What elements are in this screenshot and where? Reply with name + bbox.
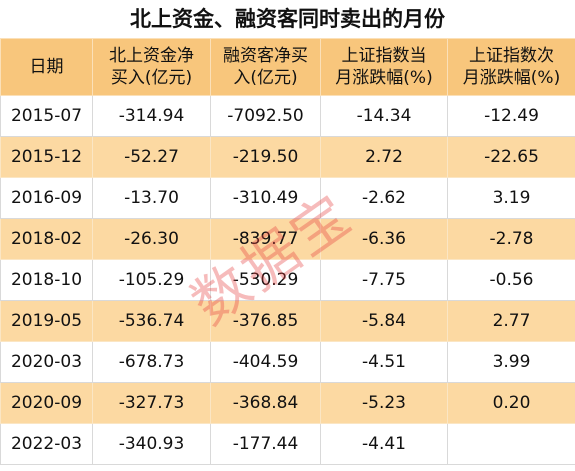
date-cell: 2016-09: [0, 177, 93, 219]
date-cell: 2018-10: [0, 259, 93, 301]
value-cell: -4.51: [320, 341, 448, 383]
header-cell: 上证指数当 月涨跌幅(%): [320, 38, 448, 96]
value-cell: -13.70: [92, 177, 211, 219]
value-cell: -7.75: [320, 259, 448, 301]
date-cell: 2019-05: [0, 300, 93, 342]
row: 2015-07 -314.94 -7092.50 -14.34 -12.49: [0, 95, 575, 137]
value-cell: -14.34: [320, 95, 448, 137]
value-cell: -327.73: [92, 382, 211, 424]
header-row: 日期 北上资金净 买入(亿元) 融资客净买 入(亿元) 上证指数当 月涨跌幅(%) 上证指数次…: [0, 38, 575, 96]
row: 2020-03 -678.73 -404.59 -4.51 3.99: [0, 341, 575, 383]
title: 北上资金、融资客同时卖出的月份: [130, 7, 445, 31]
value-cell: -2.78: [447, 218, 575, 260]
value-cell: -6.36: [320, 218, 448, 260]
header-cell: 北上资金净 买入(亿元): [92, 38, 211, 96]
value-cell: [447, 423, 575, 465]
value-cell: 2.77: [447, 300, 575, 342]
value-cell: -5.23: [320, 382, 448, 424]
value-cell: -340.93: [92, 423, 211, 465]
header-cell: 日期: [0, 38, 93, 96]
header-line: 上证指数当: [341, 46, 427, 66]
value-cell: -536.74: [92, 300, 211, 342]
value-cell: -404.59: [210, 341, 321, 383]
header-line: 买入(亿元): [110, 68, 193, 88]
value-cell: -530.29: [210, 259, 321, 301]
header-line: 上证指数次: [469, 46, 554, 66]
value-cell: -5.84: [320, 300, 448, 342]
row: 2018-10 -105.29 -530.29 -7.75 -0.56: [0, 259, 575, 301]
row: 2022-03 -340.93 -177.44 -4.41: [0, 423, 575, 465]
value-cell: 0.20: [447, 382, 575, 424]
date-cell: 2018-02: [0, 218, 93, 260]
header-line: 北上资金净: [109, 46, 194, 66]
value-cell: -22.65: [447, 136, 575, 178]
value-cell: -2.62: [320, 177, 448, 219]
value-cell: 3.99: [447, 341, 575, 383]
table-body: 日期 北上资金净 买入(亿元) 融资客净买 入(亿元) 上证指数当 月涨跌幅(%) 上证指数次…: [0, 38, 575, 465]
value-cell: -12.49: [447, 95, 575, 137]
header-cell: 融资客净买 入(亿元): [210, 38, 321, 96]
date-cell: 2022-03: [0, 423, 93, 465]
header-cell: 上证指数次 月涨跌幅(%): [447, 38, 575, 96]
header-line: 月涨跌幅(%): [462, 68, 561, 88]
value-cell: -0.56: [447, 259, 575, 301]
row: 2018-02 -26.30 -839.77 -6.36 -2.78: [0, 218, 575, 260]
date-cell: 2015-07: [0, 95, 93, 137]
header-line: 日期: [29, 57, 64, 77]
date-cell: 2020-09: [0, 382, 93, 424]
value-cell: -105.29: [92, 259, 211, 301]
table: 日期 北上资金净 买入(亿元) 融资客净买 入(亿元) 上证指数当 月涨跌幅(%) 上证指数次…: [0, 38, 575, 465]
header-line: 融资客净买: [223, 46, 308, 66]
value-cell: -310.49: [210, 177, 321, 219]
header-line: 月涨跌幅(%): [335, 68, 433, 88]
value-cell: -376.85: [210, 300, 321, 342]
row: 2020-09 -327.73 -368.84 -5.23 0.20: [0, 382, 575, 424]
value-cell: -7092.50: [210, 95, 321, 137]
value-cell: -26.30: [92, 218, 211, 260]
header-line: 入(亿元): [233, 68, 298, 88]
value-cell: -839.77: [210, 218, 321, 260]
date-cell: 2015-12: [0, 136, 93, 178]
row: 2016-09 -13.70 -310.49 -2.62 3.19: [0, 177, 575, 219]
date-cell: 2020-03: [0, 341, 93, 383]
value-cell: -314.94: [92, 95, 211, 137]
value-cell: 3.19: [447, 177, 575, 219]
row: 2015-12 -52.27 -219.50 2.72 -22.65: [0, 136, 575, 178]
value-cell: -678.73: [92, 341, 211, 383]
value-cell: -219.50: [210, 136, 321, 178]
value-cell: 2.72: [320, 136, 448, 178]
row: 2019-05 -536.74 -376.85 -5.84 2.77: [0, 300, 575, 342]
value-cell: -52.27: [92, 136, 211, 178]
value-cell: -177.44: [210, 423, 321, 465]
value-cell: -368.84: [210, 382, 321, 424]
value-cell: -4.41: [320, 423, 448, 465]
